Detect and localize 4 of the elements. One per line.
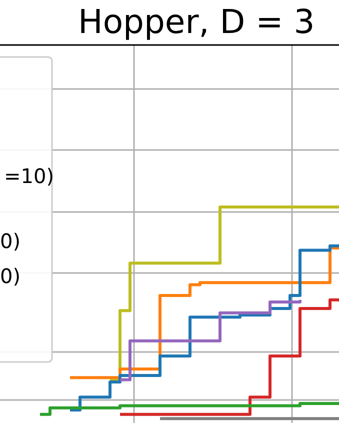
annotation: 0) — [0, 264, 21, 288]
annotation: 0) — [0, 229, 21, 253]
chart-title: Hopper, D = 3 — [78, 2, 315, 41]
text: =10) — [4, 164, 54, 188]
